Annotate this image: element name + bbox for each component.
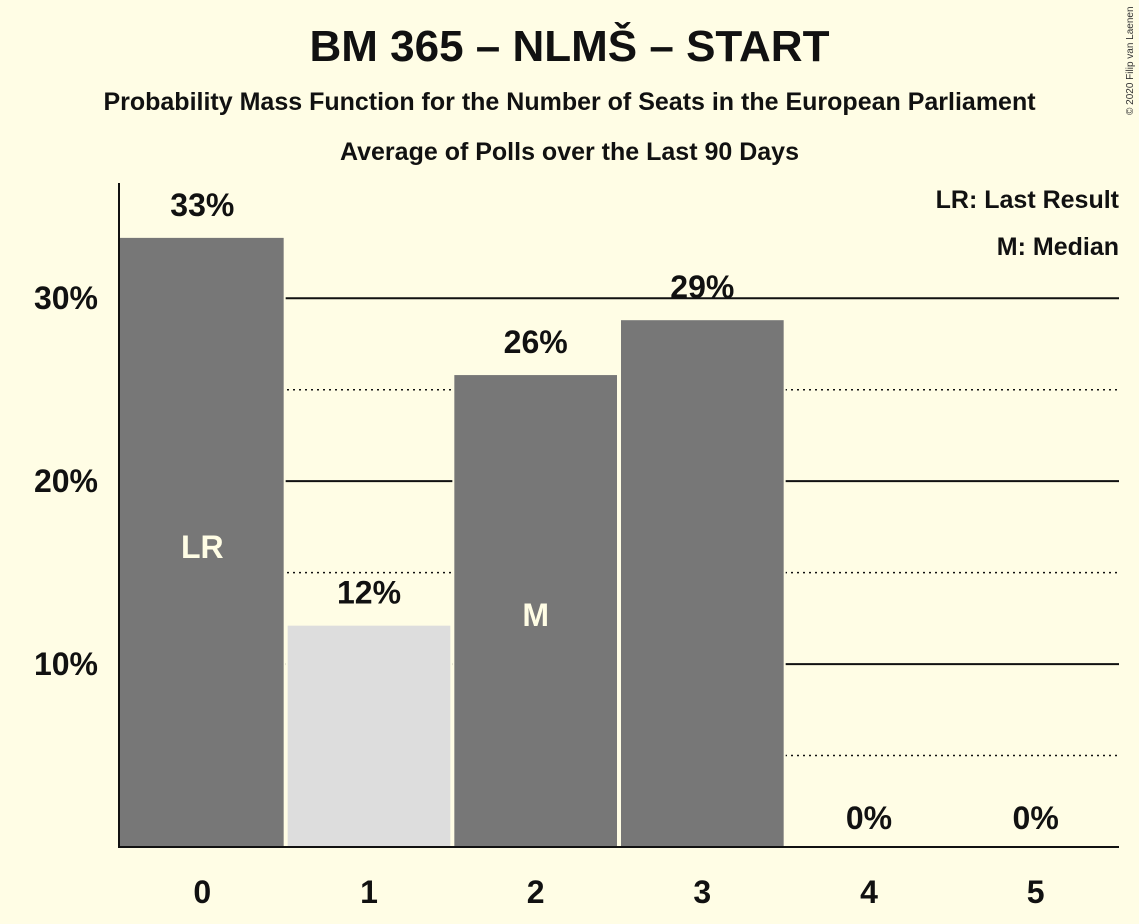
x-tick-label: 3 — [693, 874, 711, 910]
bar-inside-label: LR — [181, 529, 224, 565]
chart-title: BM 365 – NLMŠ – START — [309, 22, 830, 71]
bar-value-label: 12% — [337, 575, 401, 611]
bar-value-label: 29% — [670, 269, 734, 305]
bar-inside-label: M — [522, 597, 549, 633]
bar — [287, 625, 451, 847]
bar — [621, 320, 784, 848]
bar-value-label: 26% — [504, 324, 568, 360]
bar — [454, 375, 617, 847]
bars — [119, 237, 786, 848]
bar-value-label: 0% — [846, 800, 892, 836]
axes — [118, 183, 1119, 848]
legend-median: M: Median — [996, 233, 1119, 261]
chart-subtitle-period: Average of Polls over the Last 90 Days — [340, 138, 799, 166]
bar-value-label: 0% — [1013, 800, 1059, 836]
x-tick-label: 0 — [193, 874, 211, 910]
y-tick-label: 10% — [34, 646, 98, 682]
legend-last-result: LR: Last Result — [935, 186, 1119, 214]
x-tick-label: 1 — [360, 874, 378, 910]
y-tick-label: 30% — [34, 280, 98, 316]
bar — [119, 237, 284, 847]
y-tick-label: 20% — [34, 463, 98, 499]
x-tick-label: 5 — [1027, 874, 1045, 910]
bar-value-label: 33% — [170, 187, 234, 223]
x-tick-label: 4 — [860, 874, 878, 910]
chart-subtitle: Probability Mass Function for the Number… — [103, 88, 1036, 116]
x-tick-label: 2 — [527, 874, 545, 910]
